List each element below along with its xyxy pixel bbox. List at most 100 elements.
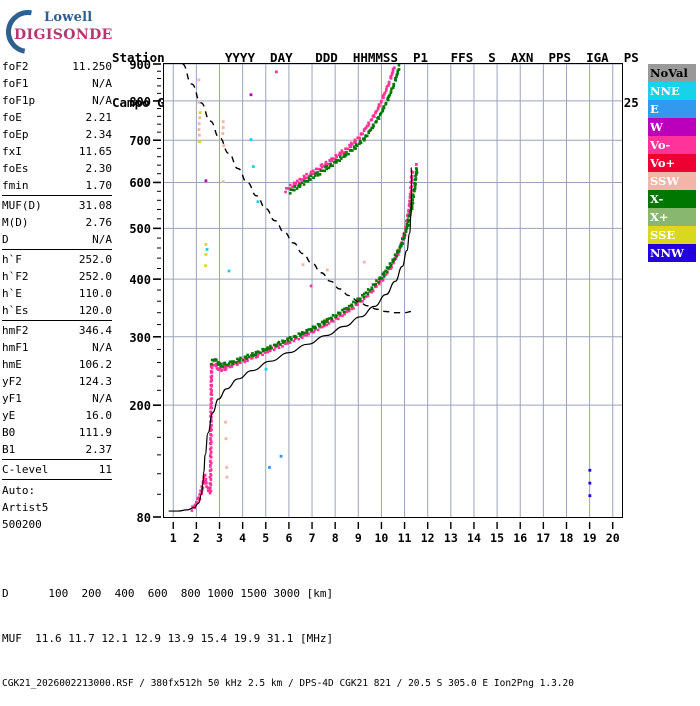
legend-item-x-[interactable]: X- [648, 190, 696, 208]
legend-item-sse[interactable]: SSE [648, 226, 696, 244]
echo-point [221, 126, 225, 129]
x-tick-label: 7 [308, 531, 316, 545]
x-tick-label: 5 [262, 531, 270, 545]
param-key: h`F2 [2, 270, 29, 283]
echo-point [309, 284, 313, 288]
legend-item-vo-[interactable]: Vo+ [648, 154, 696, 172]
param-value: 252.0 [78, 270, 112, 283]
param-row: foE 2.21 [2, 109, 112, 126]
echo-point [414, 163, 418, 166]
param-row: B1 2.37 [2, 441, 112, 458]
y-tick-label: 80 [136, 511, 151, 525]
param-row: fmin 1.70 [2, 177, 112, 194]
echo-point [198, 116, 202, 120]
x-tick-label: 10 [374, 531, 389, 545]
param-row: foF1p N/A [2, 92, 112, 109]
ionogram-plot[interactable] [163, 63, 623, 518]
echo-point [204, 179, 208, 183]
param-row: D N/A [2, 231, 112, 248]
x-tick-label: 8 [331, 531, 339, 545]
echo-point [588, 468, 592, 472]
footer-file-info: CGK21_2026002213000.RSF / 380fx512h 50 k… [2, 678, 574, 689]
legend-item-vo-[interactable]: Vo- [648, 136, 696, 154]
footer-muf-row: MUF 11.6 11.7 12.1 12.9 13.9 15.4 19.9 3… [2, 632, 334, 645]
echo-point [325, 268, 329, 272]
param-key: foEp [2, 128, 29, 141]
y-tick-marks [153, 63, 161, 518]
param-row: hmE 106.2 [2, 356, 112, 373]
echo-point [204, 243, 208, 246]
echo-point [275, 70, 278, 74]
y-tick-label: 600 [129, 176, 151, 191]
param-key: h`Es [2, 304, 29, 317]
footer-distance-row: D 100 200 400 600 800 1000 1500 3000 [km… [2, 587, 334, 600]
legend-item-w[interactable]: W [648, 118, 696, 136]
param-row: h`F2 252.0 [2, 268, 112, 285]
param-key: foF2 [2, 60, 29, 73]
echo-point [197, 122, 201, 125]
ne-profile-curve [168, 166, 413, 512]
legend-item-ssw[interactable]: SSW [648, 172, 696, 190]
param-row: yF2 124.3 [2, 373, 112, 390]
param-value: 31.08 [78, 199, 112, 212]
param-value: 11.65 [78, 145, 112, 158]
param-key: yF2 [2, 375, 22, 388]
polarization-legend[interactable]: NoVal NNE E W Vo- Vo+ SSW X- X+ SSE NNW [648, 64, 696, 262]
echo-point [221, 120, 225, 124]
legend-item-noval[interactable]: NoVal [648, 64, 696, 82]
echo-point [301, 263, 305, 267]
param-row: M(D) 2.76 [2, 214, 112, 231]
echo-point [249, 93, 253, 97]
x-tick-label: 3 [216, 531, 223, 545]
x-tick-marks [172, 522, 614, 529]
plot-data [168, 64, 592, 512]
param-key: foEs [2, 162, 29, 175]
param-key: foF1 [2, 77, 29, 90]
param-key: D [2, 233, 9, 246]
param-value: 124.3 [78, 375, 112, 388]
echo-point [198, 133, 201, 137]
echo-point [268, 466, 271, 469]
legend-item-nne[interactable]: NNE [648, 82, 696, 100]
param-divider [2, 459, 112, 460]
param-value: N/A [92, 341, 112, 354]
param-key: C-level [2, 463, 49, 476]
x-tick-label: 16 [513, 531, 528, 545]
param-key: foF1p [2, 94, 36, 107]
x-tick-label: 6 [285, 531, 293, 545]
param-key: B1 [2, 443, 16, 456]
param-value: 2.37 [85, 443, 113, 456]
echo-point [197, 128, 201, 131]
auto-line: Auto: [2, 484, 36, 497]
x-axis-ticks: 1 2 3 4 5 6 7 8 9 10 11 12 13 14 15 16 17 18 19 20 [163, 522, 623, 545]
legend-item-x-[interactable]: X+ [648, 208, 696, 226]
echo-point [205, 248, 209, 251]
param-key: h`F [2, 253, 22, 266]
x-tick-label: 2 [192, 531, 200, 545]
y-tick-label: 800 [129, 94, 151, 109]
param-row: hmF2 346.4 [2, 322, 112, 339]
param-row: C-level 11 [2, 461, 112, 478]
param-value: 346.4 [78, 324, 112, 337]
param-key: yF1 [2, 392, 22, 405]
param-row: h`E 110.0 [2, 285, 112, 302]
y-tick-label: 500 [129, 222, 151, 237]
param-row: hmF1 N/A [2, 339, 112, 356]
echo-point [251, 165, 255, 168]
echo-point [279, 454, 283, 458]
echo-point [225, 475, 229, 479]
echo-point [224, 420, 227, 424]
y-tick-label: 300 [129, 330, 151, 345]
param-row: B0 111.9 [2, 424, 112, 441]
legend-item-nnw[interactable]: NNW [648, 244, 696, 262]
param-key: B0 [2, 426, 16, 439]
echo-point [224, 437, 228, 441]
param-value: 11 [98, 463, 112, 476]
legend-item-e[interactable]: E [648, 100, 696, 118]
auto-line: Artist5 [2, 501, 49, 514]
echo-point [256, 200, 260, 204]
footer: D 100 200 400 600 800 1000 1500 3000 [km… [2, 556, 574, 706]
auto-line: 500200 [2, 518, 42, 531]
echo-point [198, 111, 202, 115]
echo-point [197, 78, 201, 82]
